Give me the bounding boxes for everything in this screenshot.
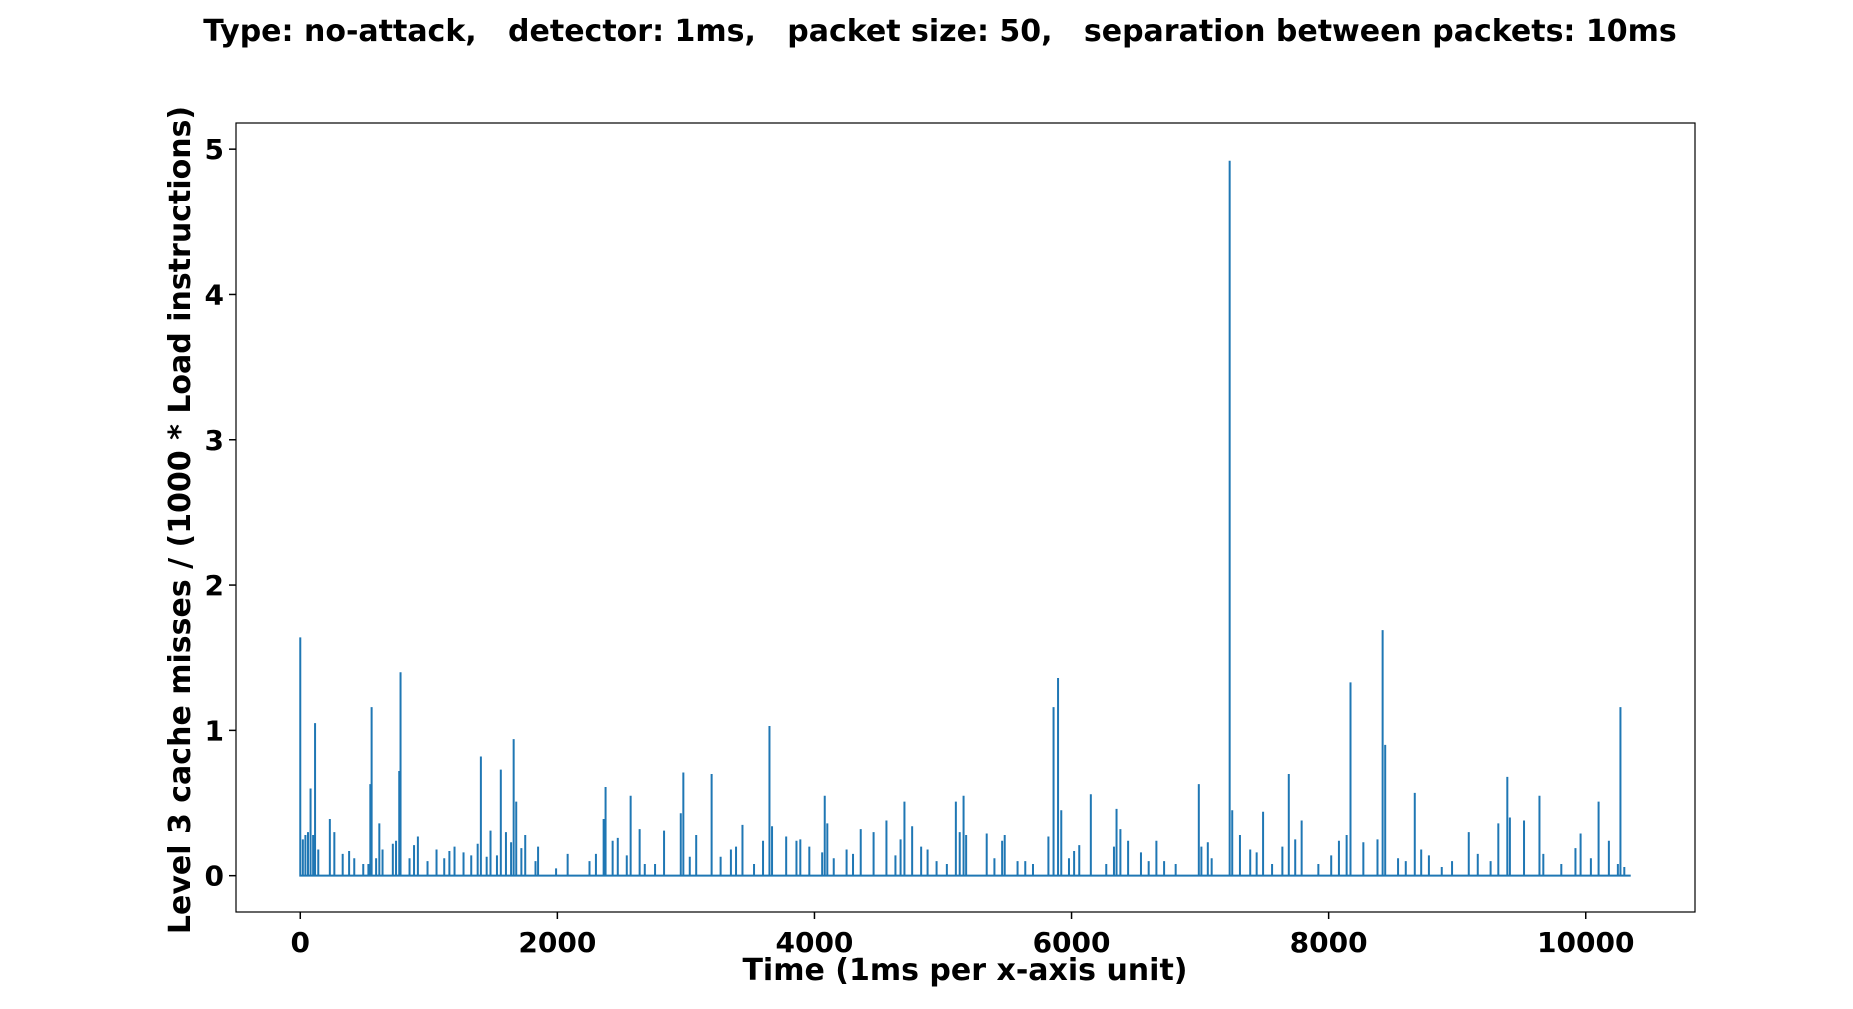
- y-tick-label: 0: [205, 860, 224, 893]
- y-tick-label: 3: [205, 424, 224, 457]
- y-tick-label: 5: [205, 133, 224, 166]
- series-line: [299, 160, 1631, 877]
- x-axis: 0 2000 4000 6000 8000 10000: [291, 912, 1634, 959]
- y-axis-label: Level 3 cache misses / (1000 * Load inst…: [163, 106, 198, 934]
- x-tick-label: 4000: [775, 926, 853, 959]
- plot-frame: [235, 122, 1696, 913]
- x-tick-label: 10000: [1537, 926, 1634, 959]
- x-tick-label: 6000: [1033, 926, 1111, 959]
- plot-area: [299, 160, 1631, 877]
- x-tick-label: 2000: [518, 926, 596, 959]
- y-tick-label: 4: [205, 278, 224, 311]
- y-tick-label: 1: [205, 714, 224, 747]
- y-axis: 0 1 2 3 4 5: [205, 133, 236, 893]
- x-axis-label: Time (1ms per x-axis unit): [742, 953, 1187, 988]
- x-tick-label: 8000: [1290, 926, 1368, 959]
- chart-title: Type: no-attack, detector: 1ms, packet s…: [203, 14, 1677, 49]
- y-tick-label: 2: [205, 569, 224, 602]
- x-tick-label: 0: [291, 926, 310, 959]
